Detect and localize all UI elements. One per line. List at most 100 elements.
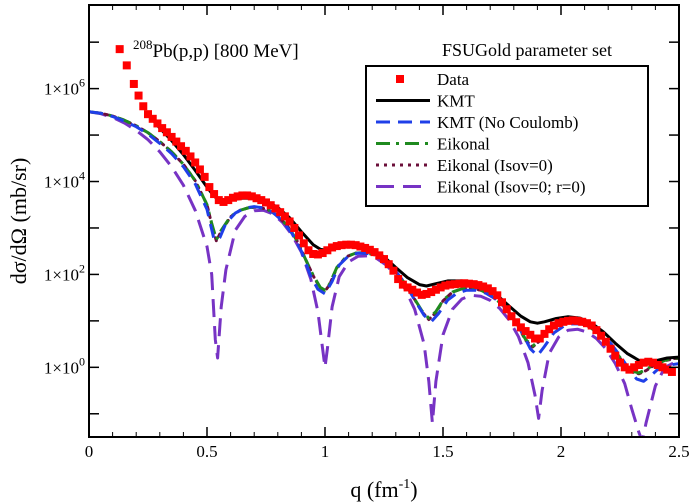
- data-point: [417, 290, 426, 299]
- data-point: [422, 289, 431, 298]
- data-point: [663, 365, 672, 374]
- data-point: [540, 329, 549, 338]
- data-point: [158, 124, 167, 133]
- data-point: [568, 316, 577, 325]
- legend-marker: [396, 75, 404, 83]
- data-point: [351, 241, 360, 250]
- data-point: [446, 280, 455, 289]
- data-point: [299, 239, 308, 248]
- data-point: [658, 363, 667, 372]
- y-tick-label: 1×102: [44, 261, 85, 284]
- x-tick-label: 2.5: [668, 442, 689, 461]
- y-tick-exponent: 4: [79, 169, 85, 183]
- y-axis-label: dσ/dΩ (mb/sr): [6, 158, 31, 285]
- x-tick-label: 1: [321, 442, 330, 461]
- data-point: [549, 321, 558, 330]
- data-point: [214, 196, 223, 205]
- data-point: [592, 326, 601, 335]
- x-axis-label-superscript: -1: [399, 477, 411, 492]
- data-point: [153, 119, 162, 128]
- legend-label: Eikonal: [437, 135, 490, 154]
- data-point: [413, 288, 422, 297]
- data-point: [450, 280, 459, 289]
- y-tick-label: 1×104: [44, 169, 85, 192]
- data-point: [512, 318, 521, 327]
- data-point: [455, 279, 464, 288]
- data-point: [181, 146, 190, 155]
- data-point: [625, 365, 634, 374]
- data-point: [464, 279, 473, 288]
- x-tick-label: 0: [85, 442, 94, 461]
- data-point: [493, 291, 502, 300]
- data-point: [380, 255, 388, 264]
- data-point: [224, 196, 233, 205]
- y-tick-exponent: 2: [79, 261, 85, 275]
- data-point: [531, 334, 540, 343]
- data-point: [313, 250, 322, 259]
- data-point: [394, 275, 403, 284]
- data-point: [573, 316, 582, 325]
- data-point: [337, 241, 346, 250]
- data-point: [587, 321, 596, 330]
- legend-box: [365, 65, 649, 207]
- legend-label: Eikonal (Isov=0; r=0): [437, 178, 586, 197]
- data-point: [545, 325, 554, 334]
- data-point: [210, 190, 219, 199]
- legend-label: Eikonal (Isov=0): [437, 156, 553, 175]
- data-point: [243, 191, 252, 200]
- data-point: [356, 242, 365, 251]
- x-tick-label: 0.5: [196, 442, 217, 461]
- data-point: [644, 357, 653, 366]
- data-point: [601, 337, 610, 346]
- data-point: [653, 361, 662, 369]
- data-point: [134, 91, 143, 100]
- data-point: [346, 240, 355, 249]
- annotation-text: Pb(p,p) [800 MeV]: [153, 41, 299, 62]
- data-point: [408, 285, 417, 294]
- data-point: [280, 212, 289, 221]
- data-point: [616, 358, 624, 367]
- data-point: [634, 361, 643, 369]
- data-point: [191, 158, 200, 167]
- data-point: [266, 201, 275, 210]
- series-line: [89, 110, 679, 375]
- data-point: [276, 208, 285, 217]
- y-tick-base: 1×10: [44, 80, 79, 99]
- data-point: [167, 132, 176, 141]
- y-tick-exponent: 6: [79, 76, 85, 90]
- data-point: [247, 192, 256, 201]
- data-point: [139, 102, 148, 111]
- data-point: [521, 327, 530, 336]
- data-point: [177, 142, 186, 151]
- data-point: [488, 287, 497, 296]
- legend: FSUGold parameter set Data KMT KMT (No Cou…: [365, 40, 649, 207]
- data-point: [200, 172, 209, 181]
- y-tick-base: 1×10: [44, 265, 79, 284]
- data-point: [304, 246, 313, 255]
- data-point: [290, 223, 299, 232]
- data-point: [257, 196, 266, 205]
- data-point: [597, 331, 606, 340]
- x-tick-label: 2: [557, 442, 566, 461]
- data-point: [441, 281, 450, 290]
- data-point: [295, 231, 304, 240]
- data-point: [507, 312, 516, 321]
- data-point: [535, 334, 544, 343]
- y-tick-base: 1×10: [44, 173, 79, 192]
- data-point: [122, 61, 131, 70]
- x-axis-label: q (fm-1): [350, 477, 417, 502]
- x-axis-label-text: q (fm: [350, 477, 398, 502]
- data-point: [649, 358, 658, 367]
- data-point: [384, 260, 393, 269]
- data-point: [205, 183, 214, 192]
- data-point: [195, 165, 204, 174]
- data-point: [228, 193, 237, 202]
- data-point: [219, 197, 228, 206]
- data-point: [469, 280, 478, 289]
- data-point: [667, 367, 676, 376]
- data-point: [186, 152, 195, 161]
- data-point: [365, 245, 374, 254]
- data-point: [172, 137, 181, 146]
